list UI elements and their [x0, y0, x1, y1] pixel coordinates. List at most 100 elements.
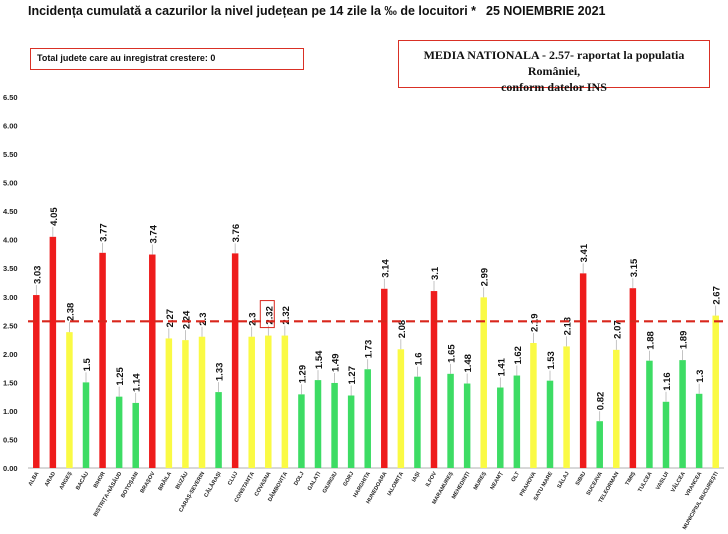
category-label: ARGEȘ	[59, 471, 74, 491]
value-label: 1.89	[679, 331, 690, 350]
value-label: 2.24	[181, 310, 192, 329]
category-label: SIBIU	[575, 471, 588, 487]
bar	[281, 335, 289, 468]
bar	[331, 382, 338, 468]
value-label: 1.27	[347, 366, 358, 385]
bar	[66, 332, 73, 468]
y-tick-label: 3.00	[3, 293, 18, 302]
category-label: DOLJ	[293, 471, 306, 487]
bar	[99, 252, 106, 468]
category-label: VRANCEA	[685, 471, 704, 498]
value-label: 2.3	[198, 313, 209, 326]
value-label: 3.14	[380, 259, 391, 278]
national-average-line2: conform datelor INS	[501, 80, 607, 94]
value-label: 1.14	[132, 373, 143, 392]
bar	[414, 376, 421, 468]
national-average-line1: MEDIA NATIONALA - 2.57- raportat la popu…	[423, 48, 685, 78]
value-label: 2.27	[165, 309, 176, 328]
value-label: 1.5	[82, 357, 93, 371]
category-label: PRAHOVA	[519, 471, 538, 497]
category-label: ARAD	[44, 471, 57, 488]
chart-title: Incidența cumulată a cazurilor la nivel …	[28, 4, 477, 18]
bar	[314, 380, 322, 468]
value-label: 1.33	[215, 363, 226, 382]
bar	[579, 273, 587, 468]
value-label: 2.13	[563, 317, 574, 336]
bar	[364, 369, 371, 468]
national-average-box: MEDIA NATIONALA - 2.57- raportat la popu…	[398, 40, 710, 94]
value-label: 2.3	[248, 313, 259, 326]
bar	[646, 360, 653, 468]
value-label: 2.99	[480, 268, 491, 287]
value-label: 2.67	[712, 286, 723, 305]
value-label: 3.15	[629, 258, 640, 277]
bar	[530, 343, 537, 468]
bar	[198, 336, 206, 468]
category-label: IALOMIȚA	[387, 471, 405, 497]
category-label: SUCEAVA	[586, 471, 604, 497]
highlight-box	[259, 300, 275, 329]
y-tick-label: 5.00	[3, 179, 18, 188]
value-label: 2.19	[529, 314, 540, 333]
value-label: 1.65	[447, 344, 458, 363]
bar	[430, 291, 438, 468]
bar	[347, 395, 355, 468]
bar	[248, 336, 255, 468]
y-tick-label: 3.50	[3, 264, 18, 273]
value-label: 1.16	[662, 372, 673, 391]
value-label: 1.49	[331, 353, 342, 372]
bar	[679, 360, 686, 468]
bar	[149, 254, 156, 468]
value-label: 1.29	[297, 365, 308, 384]
category-label: SĂLAJ	[556, 471, 571, 490]
bar	[546, 380, 554, 468]
y-tick-label: 6.00	[3, 122, 18, 131]
value-label: 3.76	[231, 224, 242, 243]
value-label: 1.41	[496, 357, 507, 376]
bar	[712, 315, 719, 468]
value-label: 0.82	[596, 392, 607, 411]
bar	[265, 335, 272, 468]
bar	[613, 349, 620, 468]
bar	[695, 393, 703, 468]
bar	[49, 236, 57, 468]
bar	[629, 288, 637, 468]
category-label: VÂLCEA	[669, 470, 686, 493]
increase-count-box: Total judete care au inregistrat crester…	[30, 48, 304, 70]
category-label: BRAȘOV	[140, 471, 157, 495]
y-tick-label: 2.50	[3, 321, 18, 330]
value-label: 3.41	[579, 243, 590, 262]
category-label: MUREȘ	[473, 471, 488, 491]
bar	[381, 288, 388, 468]
value-label: 2.32	[264, 306, 275, 325]
category-label: BACĂU	[74, 470, 90, 491]
category-label: NEAMȚ	[490, 470, 505, 490]
category-label: BRĂILA	[157, 470, 173, 492]
bar	[662, 401, 670, 468]
category-label: BUZĂU	[174, 470, 190, 490]
value-label: 1.62	[513, 346, 524, 365]
bar	[115, 396, 123, 468]
y-tick-label: 1.00	[3, 407, 18, 416]
category-label: GIURGIU	[322, 471, 339, 494]
category-label: GALAȚI	[307, 471, 323, 492]
bar	[480, 297, 487, 468]
y-tick-label: 0.00	[3, 464, 18, 473]
category-label: CLUJ	[227, 471, 239, 486]
category-label: ILFOV	[425, 471, 438, 488]
bar	[182, 340, 189, 468]
bar	[513, 375, 521, 468]
y-tick-label: 4.50	[3, 207, 18, 216]
bar	[231, 253, 239, 468]
bar	[132, 402, 139, 468]
value-label: 4.05	[49, 207, 60, 226]
category-label: BOTOȘANI	[120, 471, 140, 499]
value-label: 2.38	[65, 303, 76, 322]
value-label: 2.32	[281, 306, 292, 325]
bar	[463, 383, 471, 468]
category-label: ALBA	[28, 471, 41, 487]
bar	[596, 421, 603, 468]
category-label: IAȘI	[411, 471, 422, 484]
bar	[563, 346, 570, 468]
value-label: 1.48	[463, 354, 474, 373]
